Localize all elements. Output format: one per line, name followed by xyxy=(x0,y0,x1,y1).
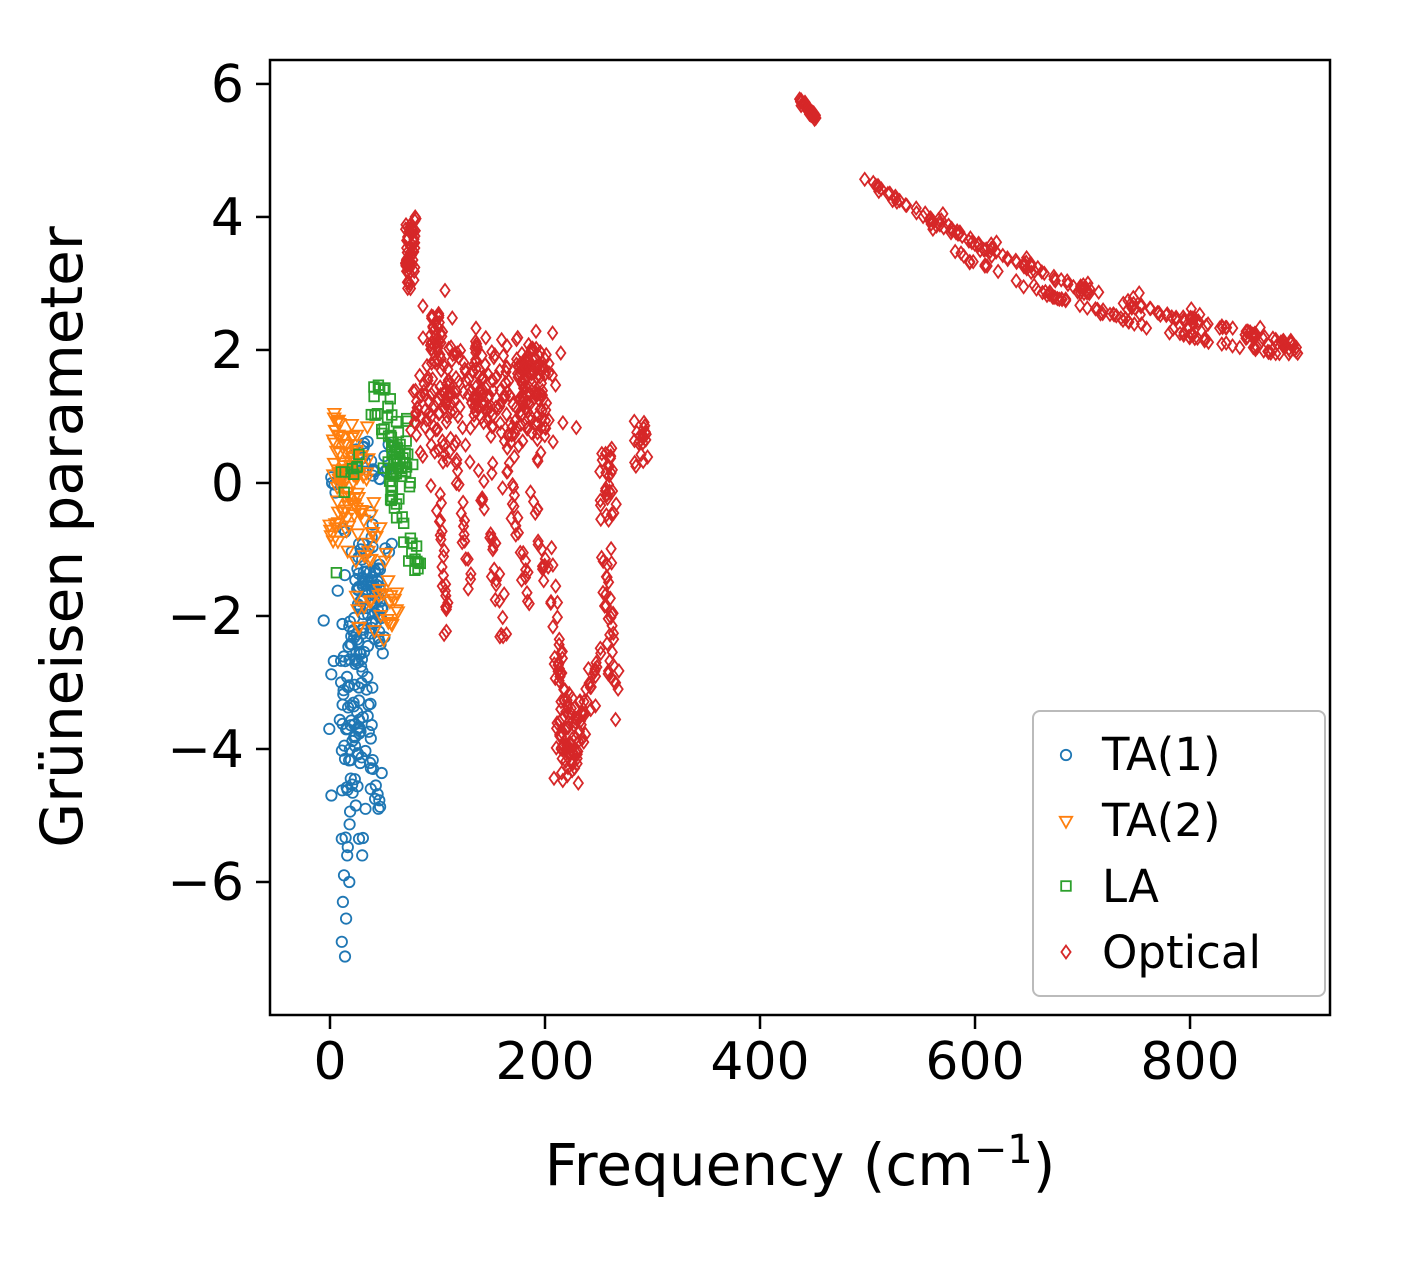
y-tick-label: 6 xyxy=(211,55,244,115)
legend: TA(1) TA(2) LA Optical xyxy=(1032,710,1326,997)
legend-label: TA(1) xyxy=(1102,728,1221,782)
x-axis-label: Frequency (cm−1) xyxy=(545,1127,1056,1199)
legend-circle-icon xyxy=(1059,748,1073,761)
axis-tick-labels: 0 200 400 600 800 −6 −4 −2 0 2 4 6 xyxy=(167,55,1239,1092)
y-tick-label: −2 xyxy=(167,587,244,647)
series-optical xyxy=(400,91,1304,791)
x-tick-label: 800 xyxy=(1140,1032,1239,1092)
y-tick-label: −4 xyxy=(167,720,244,780)
legend-item-ta-2: TA(2) xyxy=(1052,798,1306,843)
legend-label: LA xyxy=(1102,859,1159,913)
x-axis-label-superscript: −1 xyxy=(974,1127,1033,1173)
x-tick-label: 200 xyxy=(495,1032,594,1092)
legend-diamond-icon xyxy=(1060,944,1072,960)
x-tick-label: 0 xyxy=(313,1032,346,1092)
x-tick-label: 400 xyxy=(710,1032,809,1092)
legend-item-la: LA xyxy=(1052,864,1306,909)
legend-triangle-down-icon xyxy=(1058,815,1074,829)
x-tick-label: 600 xyxy=(925,1032,1024,1092)
y-axis-label: Grüneisen parameter xyxy=(28,226,96,848)
y-tick-label: 4 xyxy=(211,188,244,248)
y-tick-label: −6 xyxy=(167,853,244,913)
x-axis-label-main: Frequency (cm xyxy=(545,1131,974,1199)
legend-label: Optical xyxy=(1102,925,1261,979)
x-axis-label-suffix: ) xyxy=(1033,1131,1056,1199)
legend-label: TA(2) xyxy=(1102,794,1221,848)
y-tick-label: 0 xyxy=(211,454,244,514)
axis-ticks xyxy=(256,82,1192,1029)
plot-border xyxy=(268,58,1332,1017)
y-tick-label: 2 xyxy=(211,321,244,381)
legend-square-icon xyxy=(1060,880,1072,893)
legend-item-optical: Optical xyxy=(1052,930,1306,975)
legend-item-ta-1: TA(1) xyxy=(1052,732,1306,777)
